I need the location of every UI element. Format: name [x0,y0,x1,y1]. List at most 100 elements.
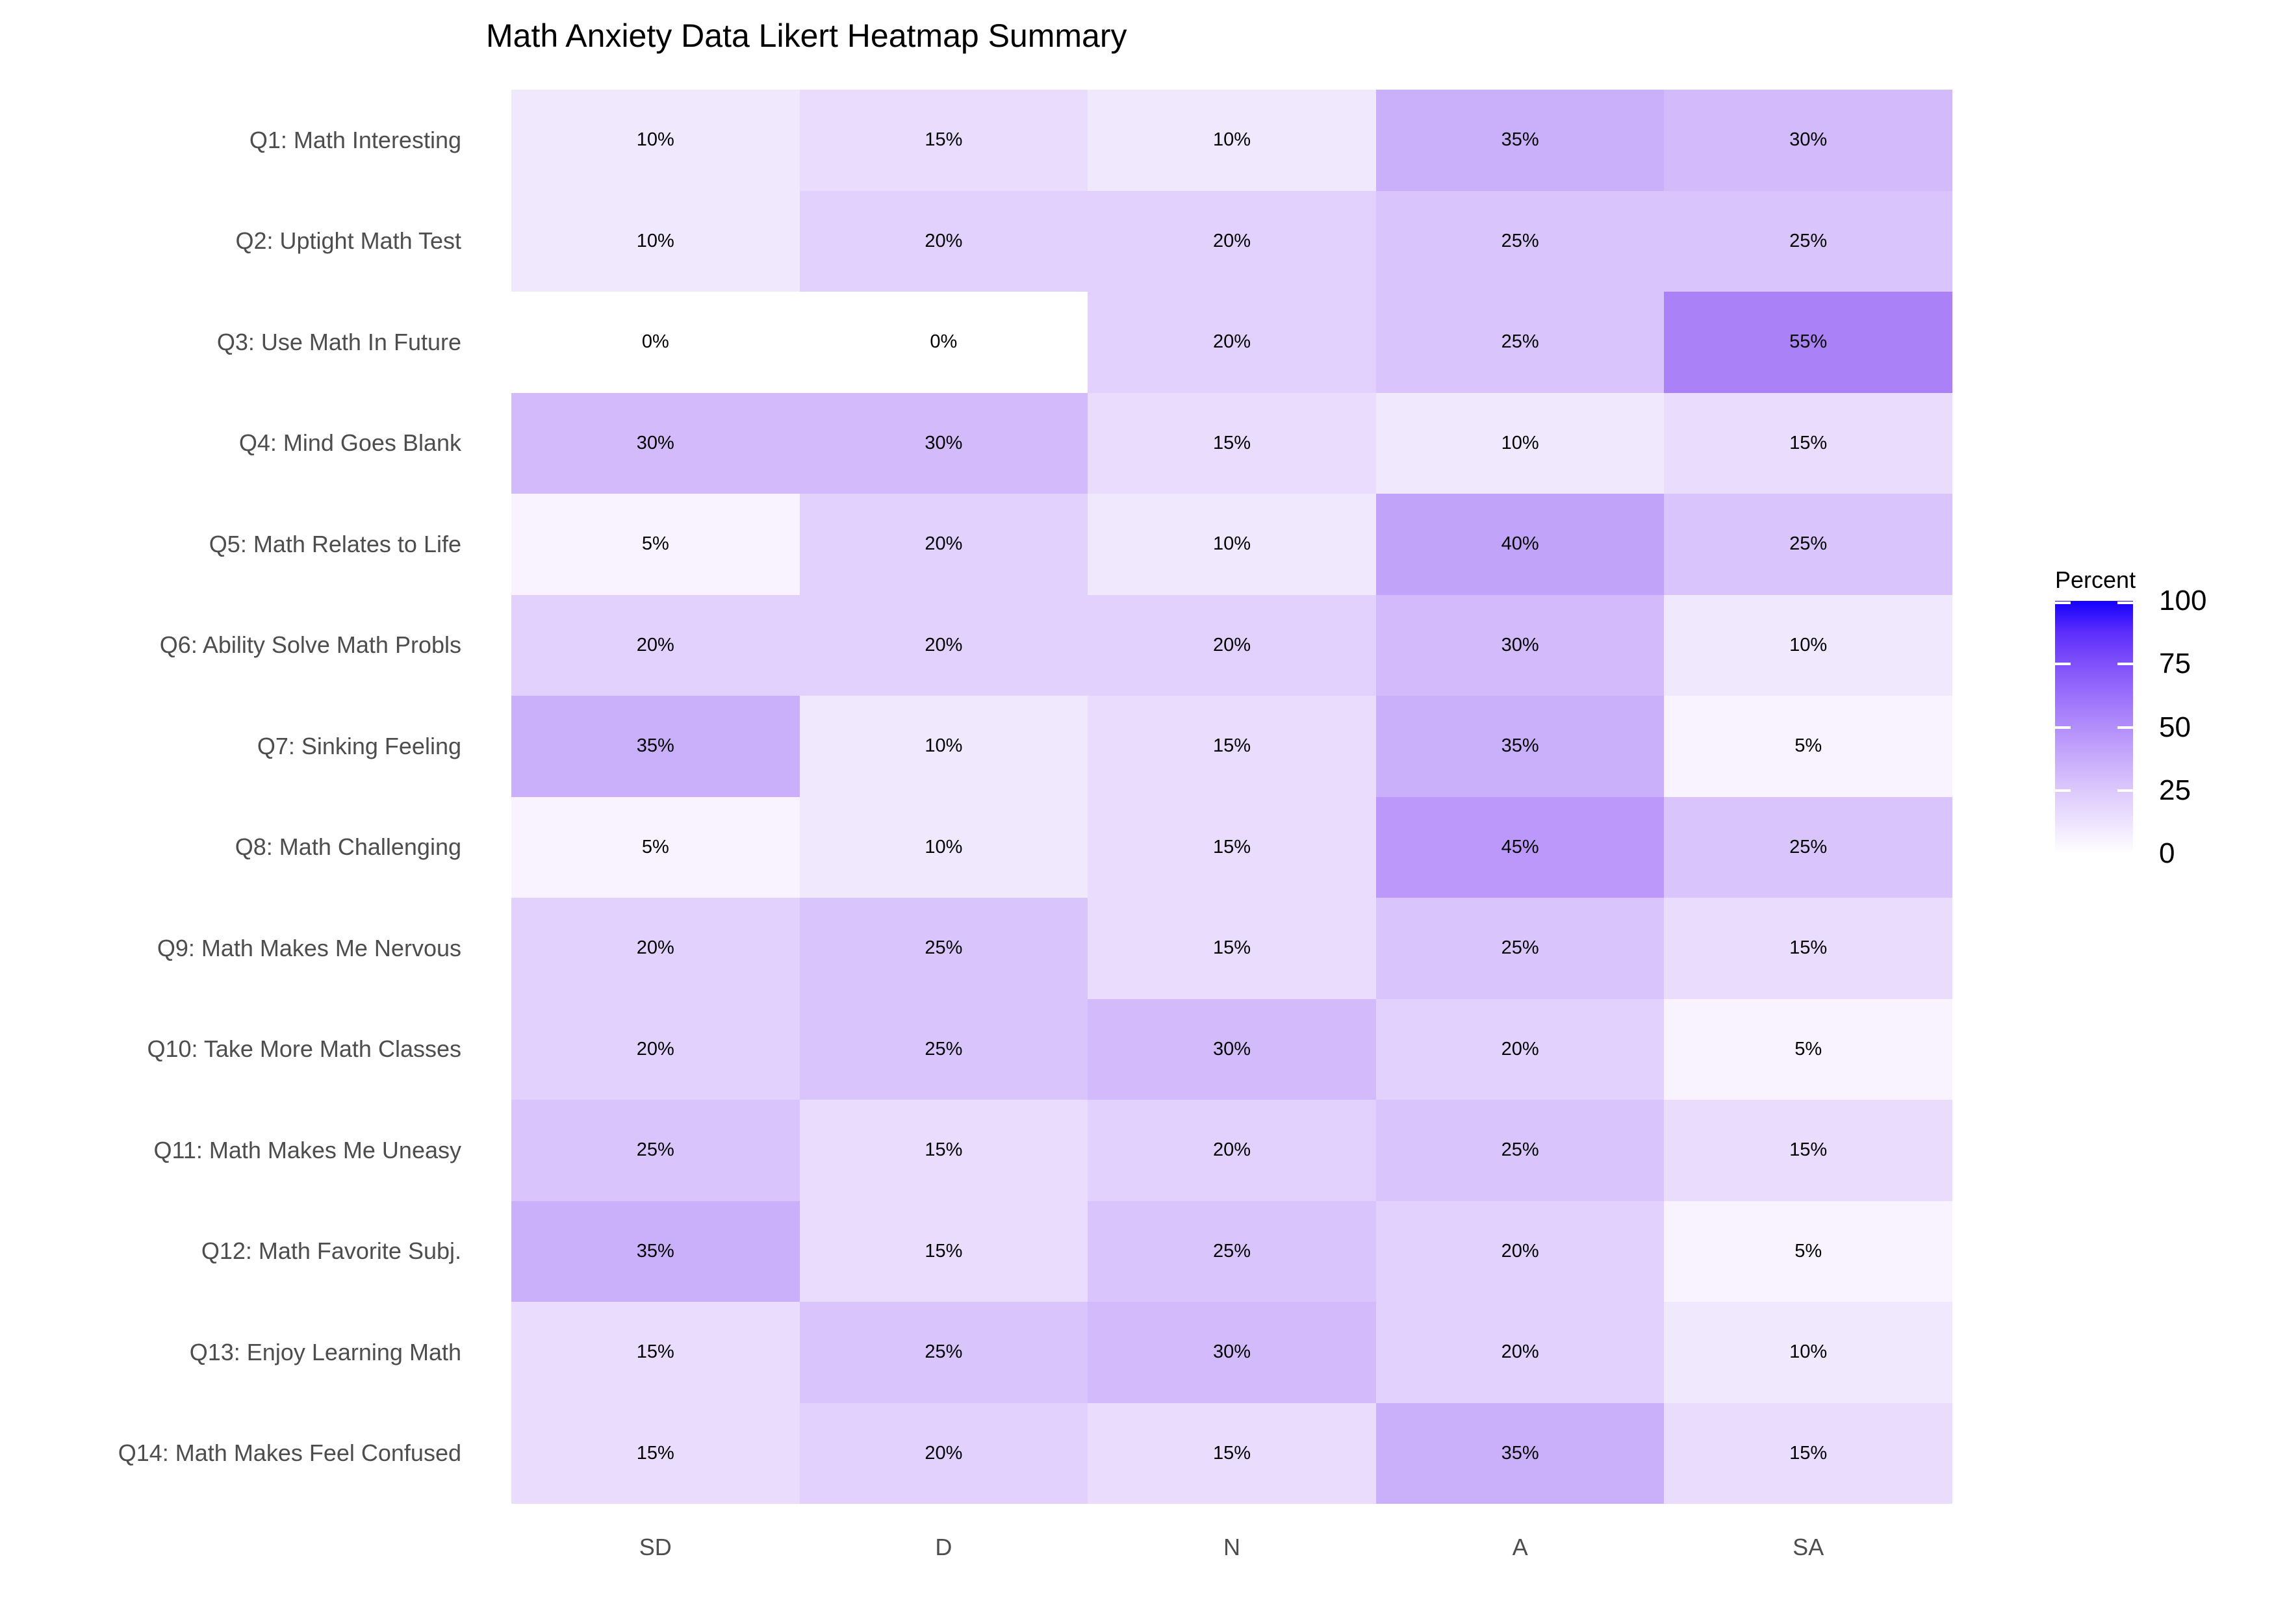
heatmap-cell: 25% [1375,190,1665,292]
legend-tick-label: 50 [2159,711,2191,743]
heatmap-cell: 15% [1664,898,1952,999]
heatmap-cell: 15% [1664,1402,1952,1504]
heatmap-cell: 25% [1375,1100,1665,1201]
heatmap-cell: 20% [1088,1100,1376,1201]
heatmap-cell: 25% [1664,494,1952,595]
heatmap-cell: 30% [799,392,1088,494]
heatmap-cell: 30% [511,392,800,494]
heatmap-cell: 20% [1088,292,1376,393]
x-axis-label: N [1223,1534,1240,1560]
legend-title: Percent [2055,566,2136,593]
heatmap-cell: 35% [1375,1402,1665,1504]
heatmap-cell: 15% [511,1402,800,1504]
heatmap-cell: 25% [1664,190,1952,292]
x-axis-label: SD [639,1534,672,1560]
heatmap-cell: 15% [799,90,1088,191]
heatmap-cell: 15% [1664,1100,1952,1201]
y-axis-label: Q6: Ability Solve Math Probls [159,631,461,659]
y-axis-label: Q10: Take More Math Classes [147,1035,461,1063]
legend-tick-mark [2055,663,2071,666]
y-axis-label: Q1: Math Interesting [249,126,461,153]
heatmap-cell: 25% [799,898,1088,999]
heatmap-cell: 10% [799,696,1088,797]
heatmap-cell: 55% [1664,292,1952,393]
heatmap-cell: 15% [1664,392,1952,494]
legend-tick-label: 100 [2159,585,2207,616]
heatmap-cell: 10% [1664,594,1952,696]
heatmap-cell: 5% [511,796,800,898]
y-axis-label: Q2: Uptight Math Test [235,227,461,255]
legend-tick-mark [2055,789,2071,792]
heatmap-cell: 10% [511,190,800,292]
heatmap-cell: 35% [511,1200,800,1302]
heatmap-cell: 15% [1088,696,1376,797]
y-axis-label: Q13: Enjoy Learning Math [189,1338,461,1365]
heatmap-cell: 10% [799,796,1088,898]
heatmap-cell: 15% [1088,898,1376,999]
heatmap-cell: 20% [1375,1200,1665,1302]
heatmap-cell: 5% [1664,696,1952,797]
x-axis-label: D [935,1534,952,1560]
heatmap-cell: 30% [1375,594,1665,696]
heatmap-cell: 20% [511,594,800,696]
heatmap-cell: 5% [511,494,800,595]
heatmap-cell: 20% [511,998,800,1100]
heatmap-cell: 20% [511,898,800,999]
y-axis-label: Q12: Math Favorite Subj. [201,1237,461,1265]
legend-tick-mark [2117,663,2133,666]
legend-tick-mark [2055,726,2071,729]
legend-tick-label: 25 [2159,774,2191,806]
heatmap-cell: 25% [1088,1200,1376,1302]
heatmap-cell: 40% [1375,494,1665,595]
heatmap-cell: 0% [511,292,800,393]
heatmap-cell: 25% [1664,796,1952,898]
heatmap-cell: 20% [1375,998,1665,1100]
heatmap-cell: 5% [1664,1200,1952,1302]
heatmap-cell: 20% [799,1402,1088,1504]
heatmap-cell: 35% [511,696,800,797]
heatmap-cell: 20% [1375,1302,1665,1403]
heatmap-cell: 15% [799,1100,1088,1201]
heatmap-cell: 20% [799,494,1088,595]
heatmap-cell: 0% [799,292,1088,393]
y-axis-label: Q9: Math Makes Me Nervous [157,934,461,961]
heatmap-cell: 15% [1088,392,1376,494]
x-axis-label: A [1512,1534,1528,1560]
y-axis-label: Q5: Math Relates to Life [209,530,461,557]
heatmap-cell: 25% [1375,898,1665,999]
heatmap-cell: 10% [1375,392,1665,494]
heatmap-cell: 25% [799,1302,1088,1403]
heatmap-cell: 15% [511,1302,800,1403]
heatmap-cell: 25% [511,1100,800,1201]
heatmap-cell: 5% [1664,998,1952,1100]
heatmap-cell: 15% [799,1200,1088,1302]
heatmap-cell: 10% [1088,90,1376,191]
x-axis-label: SA [1793,1534,1824,1560]
legend-tick-mark [2117,602,2133,604]
y-axis-label: Q4: Mind Goes Blank [238,429,461,457]
y-axis-label: Q3: Use Math In Future [216,328,461,355]
y-axis-label: Q14: Math Makes Feel Confused [118,1440,461,1467]
heatmap-cell: 20% [799,190,1088,292]
y-axis-label: Q8: Math Challenging [235,833,461,861]
heatmap-cell: 20% [799,594,1088,696]
legend-gradient-bar [2055,601,2133,854]
legend-tick-mark [2055,602,2071,604]
heatmap-cell: 20% [1088,190,1376,292]
legend-tick-mark [2117,789,2133,792]
heatmap-cell: 35% [1375,696,1665,797]
y-axis-label: Q11: Math Makes Me Uneasy [153,1136,461,1163]
heatmap-cell: 10% [1664,1302,1952,1403]
heatmap-cell: 25% [799,998,1088,1100]
legend-tick-mark [2117,726,2133,729]
heatmap-cell: 10% [1088,494,1376,595]
heatmap-cell: 30% [1088,1302,1376,1403]
heatmap-cell: 45% [1375,796,1665,898]
heatmap-cell: 20% [1088,594,1376,696]
chart-title: Math Anxiety Data Likert Heatmap Summary [486,18,1127,54]
heatmap-cell: 30% [1088,998,1376,1100]
legend-tick-label: 75 [2159,648,2191,680]
heatmap-cell: 15% [1088,1402,1376,1504]
heatmap-cell: 10% [511,90,800,191]
